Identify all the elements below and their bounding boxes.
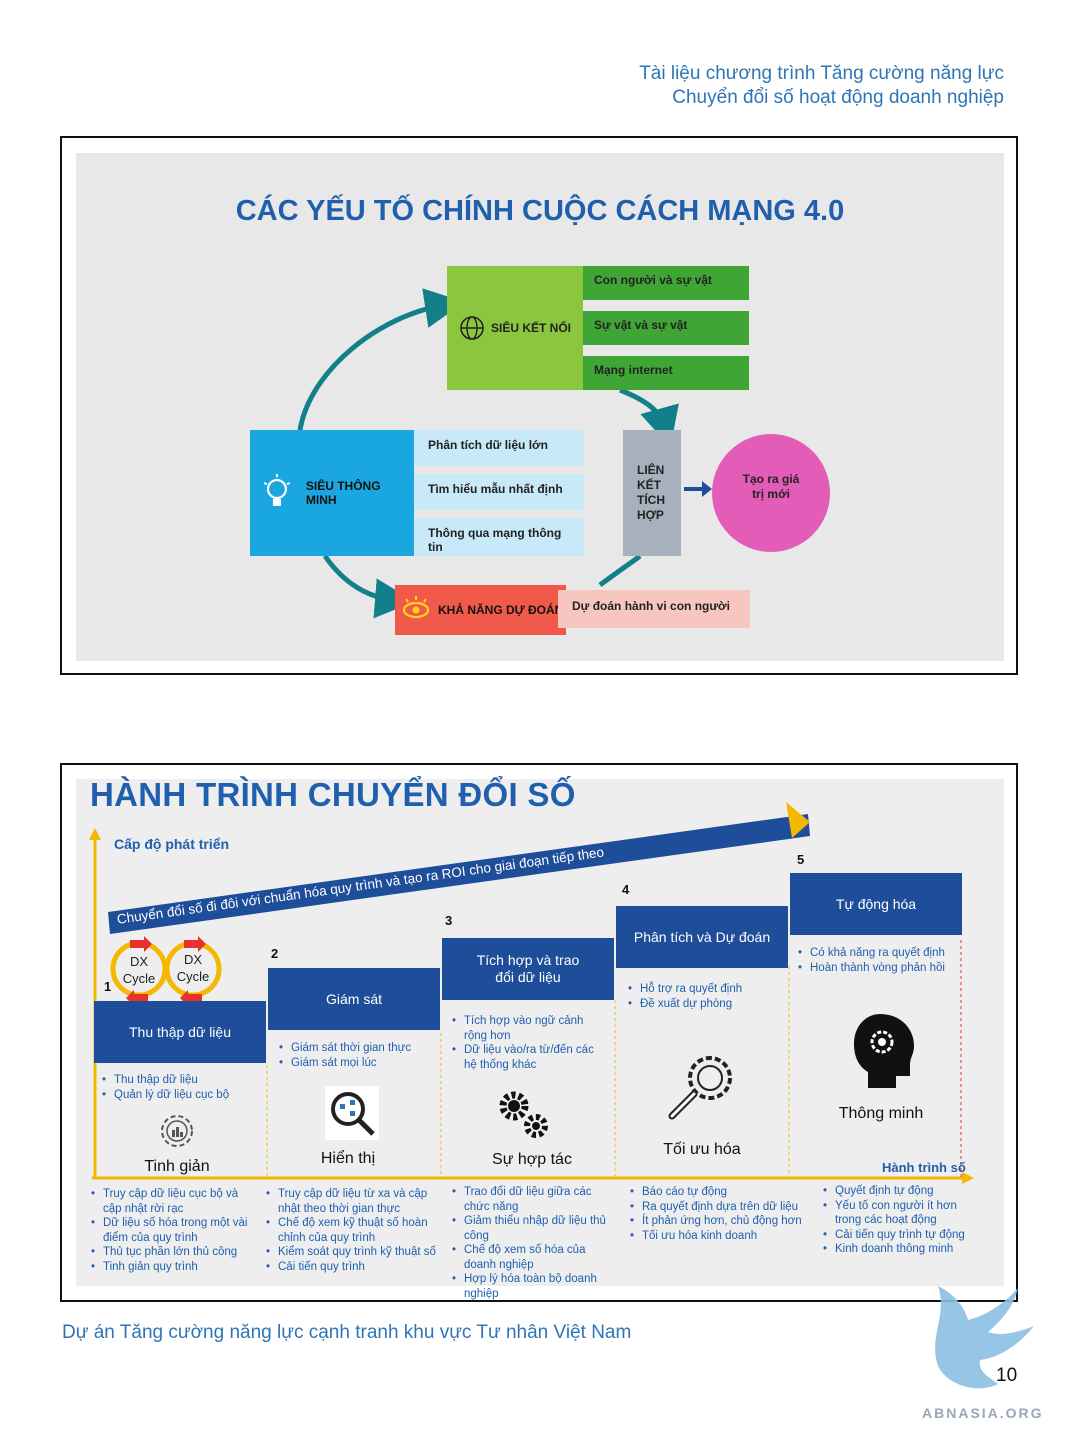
step-3-bullets: Tích hợp vào ngữ cảnh rộng hơn Dữ liệu v… (452, 1014, 608, 1072)
step-3-number: 3 (445, 913, 453, 928)
sieu-ket-noi-label: SIÊU KẾT NỐI (490, 321, 571, 335)
step-4-number: 4 (622, 882, 630, 897)
sieu-thong-minh-block: SIÊU THÔNG MINH (250, 430, 414, 556)
header-line-1: Tài liệu chương trình Tăng cường năng lự… (639, 63, 1004, 84)
magnifier-icon (325, 1086, 379, 1140)
step-2-details: Truy cập dữ liệu từ xa và cập nhật theo … (266, 1187, 442, 1274)
lien-ket-word-3: TÍCH (637, 493, 665, 507)
step-2-bullets: Giám sát thời gian thực Giám sát mọi lúc (279, 1041, 439, 1070)
step-5-caption: Thông minh (838, 1105, 924, 1122)
figure-2-title: HÀNH TRÌNH CHUYỂN ĐỔI SỐ (90, 776, 576, 813)
step-2-caption: Hiển thị (320, 1150, 376, 1167)
step-5-details: Quyết định tự động Yếu tố con người ít h… (823, 1184, 983, 1257)
document-header: Tài liệu chương trình Tăng cường năng lự… (639, 62, 1004, 110)
step-1-caption: Tinh giản (144, 1158, 210, 1175)
dx-cycle-1: DX Cycle (122, 954, 156, 986)
step-1-number: 1 (104, 979, 112, 994)
globe-icon (460, 316, 484, 340)
sieu-thong-minh-item-3: Thông qua mạng thông tin (414, 518, 584, 556)
lightbulb-icon (263, 474, 291, 506)
step-1-details: Truy cập dữ liệu cục bộ và cập nhật rời … (91, 1187, 257, 1274)
figure-2-frame (60, 763, 1018, 1302)
step-5-box: Tự động hóa (790, 873, 962, 935)
page-number: 10 (996, 1365, 1018, 1386)
kha-nang-du-doan-item: Dự đoán hành vi con người (558, 590, 750, 628)
sieu-thong-minh-item-2: Tìm hiểu mẫu nhất định (414, 474, 584, 510)
step-4-bullets: Hỗ trợ ra quyết định Đề xuất dự phòng (628, 982, 784, 1011)
new-value-line-2: trị mới (752, 487, 790, 501)
watermark: ABNASIA.ORG (922, 1405, 1044, 1421)
step-2-box: Giám sát (268, 968, 440, 1030)
new-value-circle: Tạo ra giá trị mới (712, 434, 830, 552)
step-5-bullets: Có khả năng ra quyết định Hoàn thành vòn… (798, 946, 962, 975)
figure-1-frame (60, 136, 1018, 675)
griffin-logo-icon (935, 1286, 1034, 1389)
gear-chart-icon (161, 1115, 193, 1147)
step-3-box: Tích hợp và trao đổi dữ liệu (442, 938, 614, 1000)
sieu-ket-noi-block: SIÊU KẾT NỐI (447, 266, 583, 390)
sieu-thong-minh-label: SIÊU THÔNG MINH (305, 479, 381, 507)
lien-ket-tich-hop-block: LIÊN KẾT TÍCH HỢP (623, 430, 681, 556)
step-3-details: Trao đổi dữ liệu giữa các chức năng Giảm… (452, 1185, 612, 1301)
new-value-line-1: Tạo ra giá (742, 472, 800, 486)
journey-axes (89, 802, 974, 1184)
y-axis-label: Cấp độ phát triển (114, 836, 230, 852)
step-4-box: Phân tích và Dự đoán (616, 906, 788, 968)
arrow-top-right (619, 387, 679, 448)
figure-1-background (76, 153, 1004, 661)
brain-gear-head-icon (854, 1014, 914, 1088)
arrow-left-bottom (322, 554, 415, 619)
sieu-ket-noi-item-3: Mạng internet (583, 356, 749, 390)
kha-nang-du-doan-block: KHẢ NĂNG DỰ ĐOÁN (395, 585, 566, 635)
lien-ket-word-2: KẾT (637, 478, 661, 492)
header-line-2: Chuyển đổi số hoạt động doanh nghiệp (672, 87, 1004, 108)
sieu-ket-noi-item-2: Sự vật và sự vật (583, 311, 749, 345)
gears-icon (499, 1091, 548, 1138)
step-1-bullets: Thu thập dữ liệu Quản lý dữ liệu cục bộ (102, 1073, 262, 1102)
step-3-caption: Sự hợp tác (492, 1151, 572, 1168)
figure-1-title: CÁC YẾU TỐ CHÍNH CUỘC CÁCH MẠNG 4.0 (235, 195, 845, 227)
lien-ket-word-1: LIÊN (637, 463, 665, 477)
sieu-ket-noi-item-1: Con người và sự vật (583, 266, 749, 300)
lien-ket-word-4: HỢP (637, 508, 664, 522)
cycle-arrows (297, 288, 712, 619)
arrow-bottom-right (598, 554, 642, 588)
eye-icon (402, 596, 430, 619)
step-2-number: 2 (271, 946, 279, 961)
arrow-left-top (297, 288, 465, 431)
kha-nang-du-doan-label: KHẢ NĂNG DỰ ĐOÁN (438, 603, 564, 617)
step-5-number: 5 (797, 852, 805, 867)
wrench-gear-icon (668, 1056, 732, 1120)
step-4-caption: Tối ưu hóa (663, 1141, 741, 1158)
dx-cycle-2: DX Cycle (176, 952, 210, 984)
document-footer: Dự án Tăng cường năng lực cạnh tranh khu… (62, 1322, 632, 1343)
step-4-details: Báo cáo tự động Ra quyết định dựa trên d… (630, 1185, 816, 1243)
x-axis-label: Hành trình số (882, 1160, 966, 1175)
sieu-thong-minh-item-1: Phân tích dữ liệu lớn (414, 430, 584, 466)
step-1-box: Thu thập dữ liệu (94, 1001, 266, 1063)
